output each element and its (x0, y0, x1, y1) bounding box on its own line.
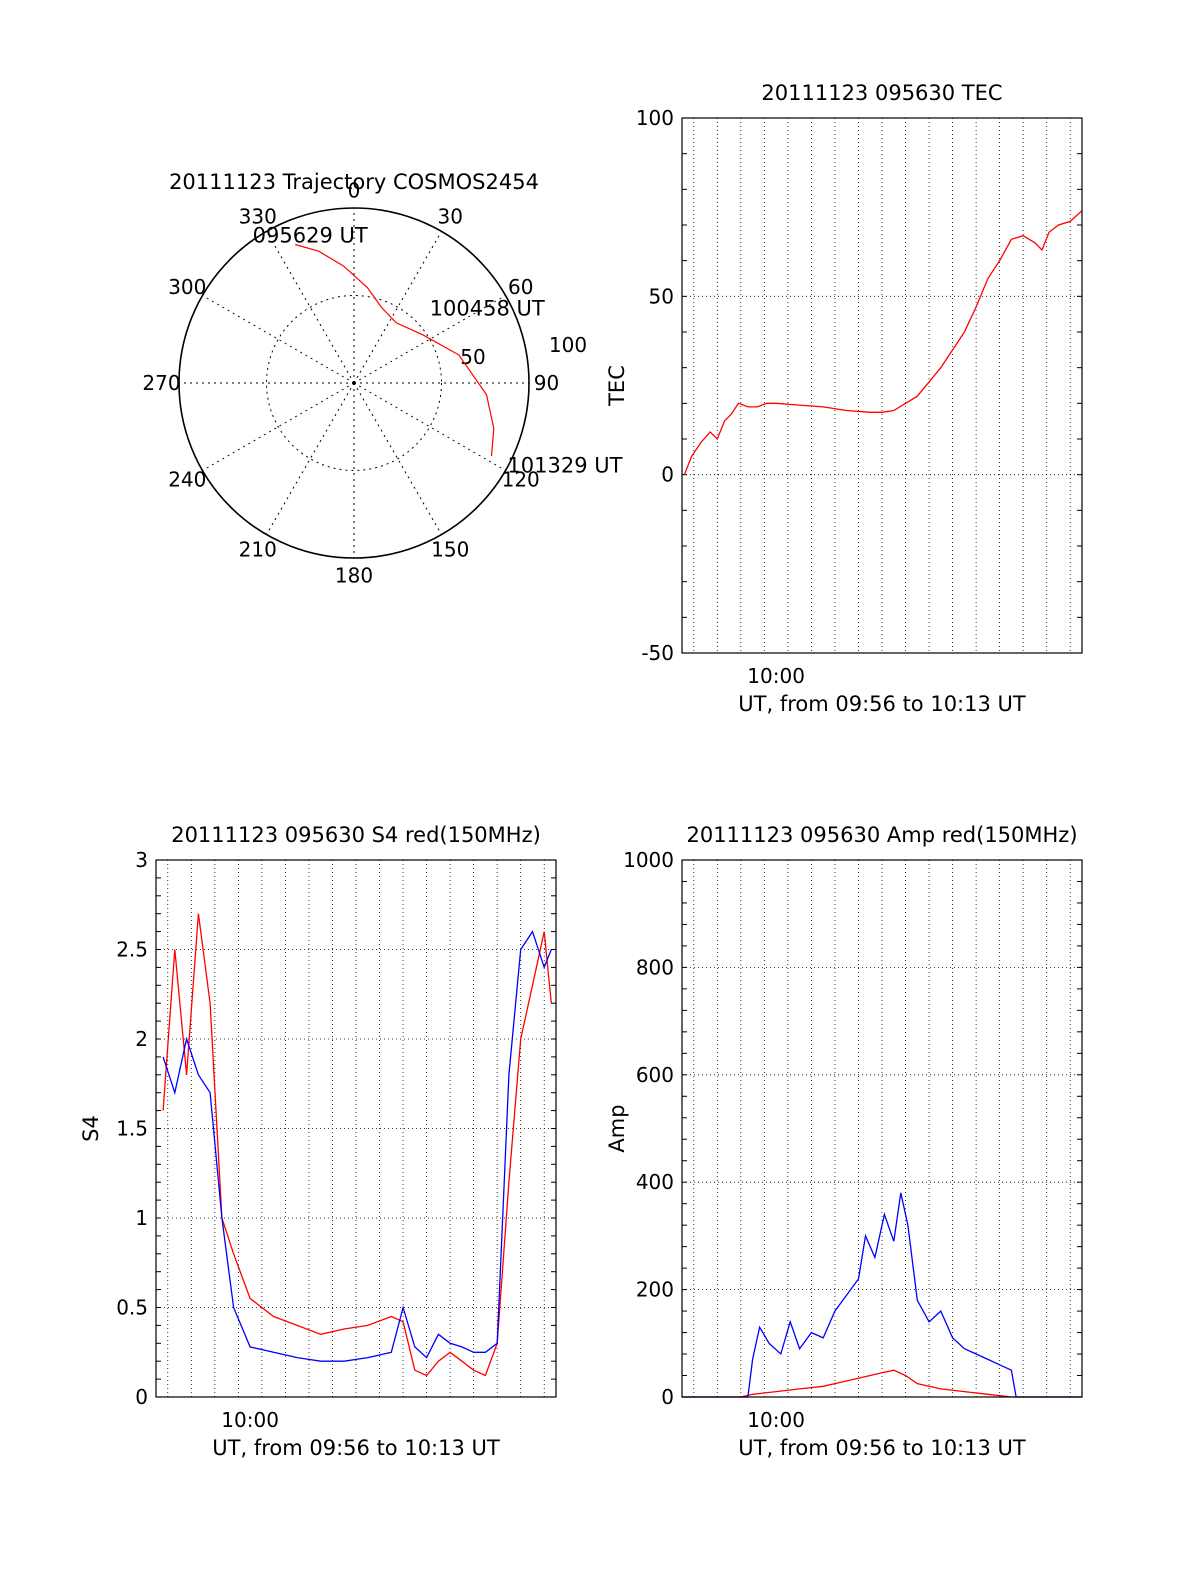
x-tick-label: 10:00 (221, 1408, 279, 1432)
y-tick-label: 100 (636, 106, 674, 130)
y-axis-label: TEC (605, 365, 629, 407)
x-axis-label: UT, from 09:56 to 10:13 UT (738, 1436, 1026, 1460)
polar-angle-label: 30 (438, 204, 463, 228)
y-tick-label: 1000 (623, 848, 674, 872)
polar-angle-label: 270 (142, 371, 180, 395)
polar-spoke (353, 231, 442, 384)
polar-spoke (353, 382, 442, 535)
y-tick-label: 800 (636, 955, 674, 979)
polar-spoke (353, 382, 506, 471)
polar-angle-label: 120 (502, 467, 540, 491)
polar-spoke (266, 382, 355, 535)
y-tick-label: -50 (641, 641, 674, 665)
polar-spoke (353, 295, 506, 384)
y-tick-label: 1.5 (116, 1117, 148, 1141)
y-tick-label: 0.5 (116, 1296, 148, 1320)
y-tick-label: 50 (649, 284, 674, 308)
series-line-1 (162, 930, 552, 1362)
y-tick-label: 3 (135, 848, 148, 872)
y-tick-label: 2 (135, 1027, 148, 1051)
polar-spoke (202, 295, 355, 384)
trajectory-time-label: 095629 UT (253, 224, 368, 248)
y-tick-label: 0 (135, 1385, 148, 1409)
series-line-0 (162, 913, 552, 1377)
polar-radius-label: 100 (549, 333, 587, 357)
y-axis-label: S4 (79, 1115, 103, 1142)
s4-plot: 0 0.5 1 1.5 2 2.5 3 10:00 20111123 095630 S4 red… (79, 823, 557, 1460)
polar-angle-label: 300 (168, 275, 206, 299)
plot-frame (681, 117, 1083, 654)
polar-angle-label: 180 (335, 564, 373, 588)
y-tick-label: 400 (636, 1170, 674, 1194)
polar-spoke (202, 382, 355, 471)
polar-angle-label: 150 (431, 538, 469, 562)
polar-angle-label: 90 (534, 371, 559, 395)
polar-grid-ring (266, 295, 442, 471)
series-line-1 (682, 1192, 1082, 1398)
x-tick-label: 10:00 (747, 664, 805, 688)
y-tick-label: 1 (135, 1206, 148, 1230)
polar-angle-label: 60 (508, 275, 533, 299)
trajectory-line (295, 243, 495, 457)
y-tick-label: 0 (661, 1385, 674, 1409)
plot-title: 20111123 095630 TEC (761, 81, 1002, 105)
polar-angle-label: 240 (168, 467, 206, 491)
x-axis-label: UT, from 09:56 to 10:13 UT (738, 692, 1026, 716)
y-axis-label: Amp (605, 1104, 629, 1152)
x-axis-label: UT, from 09:56 to 10:13 UT (212, 1436, 500, 1460)
x-tick-label: 10:00 (747, 1408, 805, 1432)
y-tick-label: 600 (636, 1063, 674, 1087)
trajectory-time-label: 101329 UT (507, 454, 622, 478)
series-line-0 (683, 210, 1083, 475)
plot-title: 20111123 095630 S4 red(150MHz) (171, 823, 541, 847)
plot-frame (155, 859, 557, 1398)
y-tick-label: 0 (661, 463, 674, 487)
trajectory-time-label: 100458 UT (430, 296, 545, 320)
polar-angle-label: 210 (239, 538, 277, 562)
polar-spoke (266, 231, 355, 384)
polar-title: 20111123 Trajectory COSMOS2454 (169, 170, 539, 194)
polar-angle-label: 0 (348, 179, 361, 203)
amp-plot: 0 200 400 600 800 1000 10:00 20111123 095630 Am… (605, 823, 1083, 1460)
polar-angle-label: 330 (239, 204, 277, 228)
plot-frame (681, 859, 1083, 1398)
y-tick-label: 2.5 (116, 938, 148, 962)
plot-title: 20111123 095630 Amp red(150MHz) (686, 823, 1077, 847)
y-tick-label: 200 (636, 1278, 674, 1302)
polar-radius-label: 50 (460, 345, 485, 369)
series-line-0 (682, 1369, 1082, 1398)
tec-plot: -50 0 50 100 10:00 20111123 095630 TEC UT, fro… (605, 81, 1083, 716)
trajectory-polar-plot: 20111123 Trajectory COSMOS2454 0 30 60 90 12… (142, 170, 622, 588)
